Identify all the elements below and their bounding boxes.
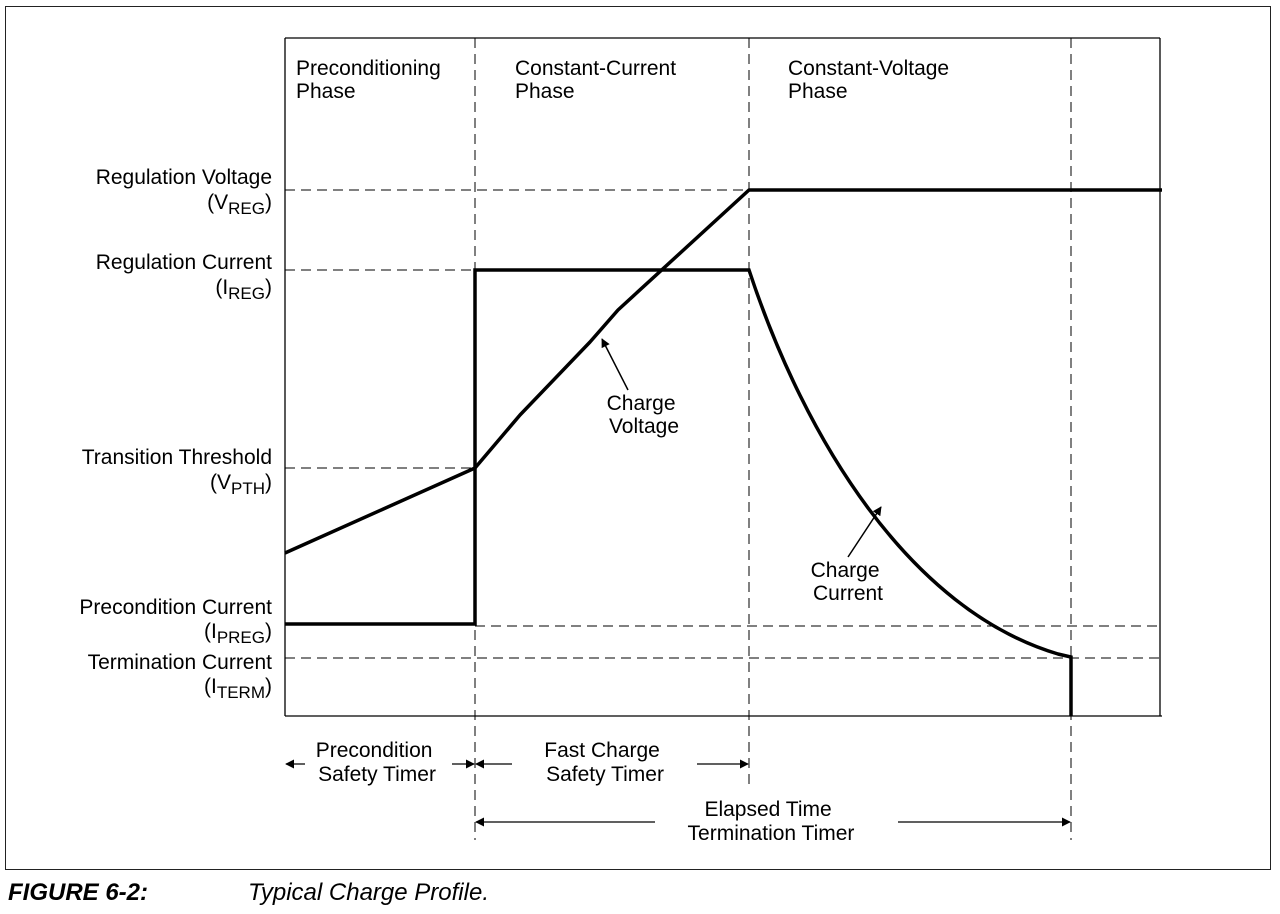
figure-number: FIGURE 6-2:	[8, 879, 149, 906]
label-termination-current: Termination Current	[88, 651, 273, 674]
symbol-ireg: (IREG)	[215, 276, 272, 303]
label-regulation-current: Regulation Current	[96, 251, 272, 274]
phase-label-constant-current: Constant-Current Phase	[515, 57, 682, 103]
curve-label-charge-current: Charge Current	[811, 559, 886, 605]
symbol-ipreg: (IPREG)	[204, 620, 272, 647]
plot-area-border	[284, 37, 1162, 717]
charge-current-callout-arrow	[847, 506, 882, 558]
label-regulation-voltage: Regulation Voltage	[96, 166, 272, 189]
phase-label-preconditioning: Preconditioning Phase	[296, 57, 447, 103]
charge-voltage-callout-arrow	[601, 338, 629, 391]
curve-label-charge-voltage: Charge Voltage	[607, 392, 682, 438]
figure-caption: FIGURE 6-2: Typical Charge Profile.	[8, 879, 489, 907]
reference-level-lines	[285, 189, 1160, 659]
timer-arrows	[285, 759, 1071, 827]
figure-frame	[5, 6, 1271, 870]
timer-label-fast-charge-safety: Fast Charge Safety Timer	[544, 739, 665, 786]
charge-current-curve	[285, 268, 1073, 716]
label-precondition-current: Precondition Current	[79, 596, 272, 619]
level-labels: Regulation Voltage (VREG) Regulation Cur…	[79, 166, 272, 702]
phase-divider-lines	[474, 38, 1072, 840]
symbol-iterm: (ITERM)	[204, 675, 272, 702]
figure-title: Typical Charge Profile.	[248, 879, 489, 906]
timer-label-precondition-safety: Precondition Safety Timer	[316, 739, 439, 786]
charge-voltage-curve	[284, 188, 1162, 555]
symbol-vpth: (VPTH)	[210, 471, 272, 498]
phase-label-constant-voltage: Constant-Voltage Phase	[788, 57, 955, 103]
symbol-vreg: (VREG)	[207, 191, 272, 218]
timer-label-elapsed-time-termination: Elapsed Time Termination Timer	[688, 798, 855, 845]
label-transition-threshold: Transition Threshold	[82, 446, 272, 469]
